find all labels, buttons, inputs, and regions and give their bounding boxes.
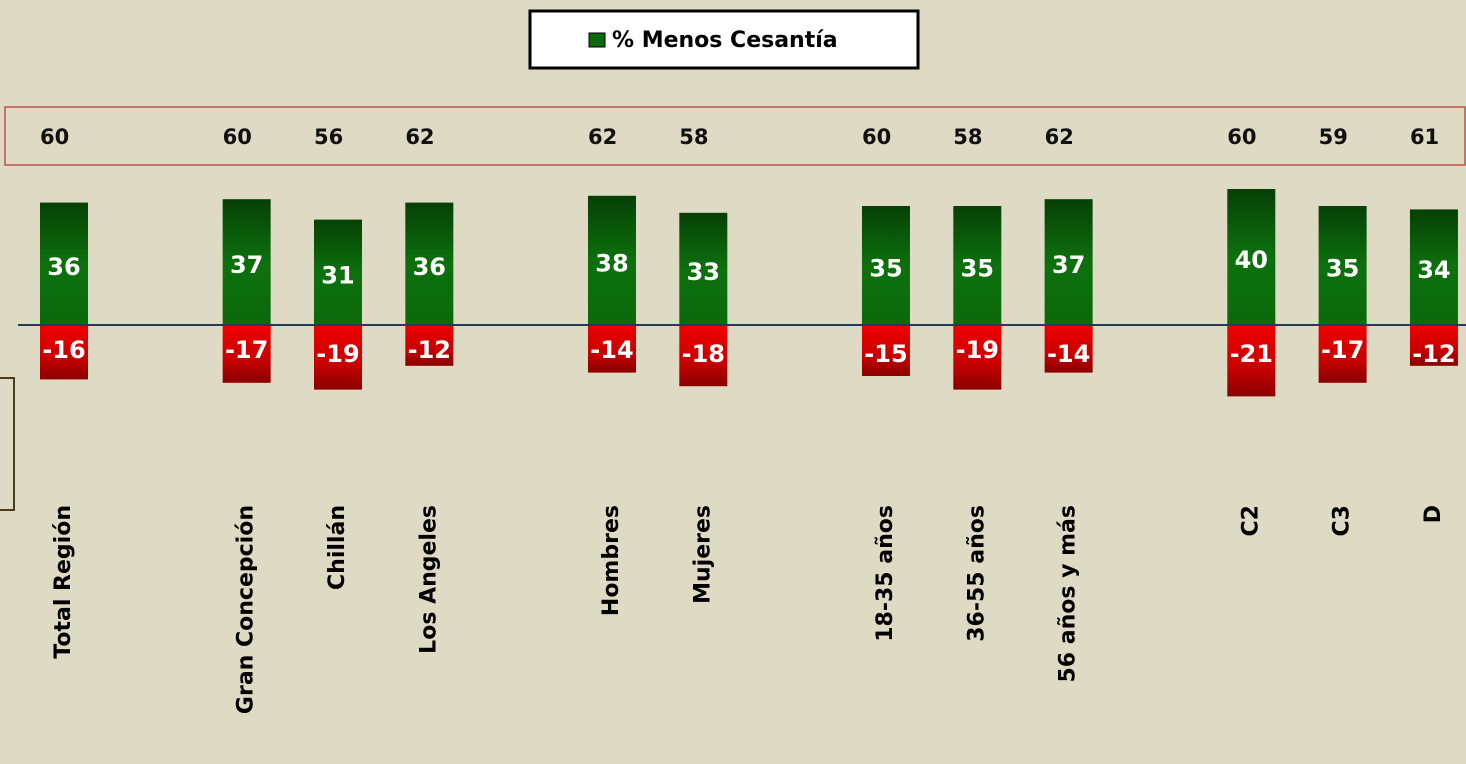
bar: [587, 195, 636, 325]
data-label: 38: [595, 249, 628, 277]
bar: [313, 219, 362, 325]
data-label: -14: [1047, 340, 1090, 368]
bar: [405, 325, 454, 366]
data-label: 35: [1326, 255, 1359, 283]
data-label: 31: [321, 261, 354, 289]
total-label: 56: [314, 125, 343, 149]
total-label: 60: [862, 125, 891, 149]
data-label: 34: [1417, 256, 1450, 284]
data-label: -16: [42, 336, 85, 364]
bar: [1044, 199, 1093, 325]
data-label: 37: [1052, 251, 1085, 279]
total-label: 62: [1045, 125, 1074, 149]
total-label: 62: [405, 125, 434, 149]
data-label: 40: [1235, 246, 1268, 274]
bar: [40, 325, 88, 380]
total-label: 62: [588, 125, 617, 149]
x-tick-label: C3: [1330, 505, 1355, 536]
data-label: 35: [869, 255, 902, 283]
data-label: -21: [1230, 340, 1273, 368]
bar: [1044, 325, 1093, 373]
data-label: 33: [687, 258, 720, 286]
bar: [1318, 206, 1367, 325]
total-label: 61: [1410, 125, 1439, 149]
x-tick-label: Hombres: [599, 505, 624, 616]
x-tick-label: Mujeres: [690, 505, 715, 604]
x-tick-label: C2: [1238, 505, 1263, 536]
x-tick-label: 36-55 años: [964, 505, 989, 642]
data-label: 37: [230, 251, 263, 279]
side-box: [0, 377, 15, 511]
data-label: -19: [316, 340, 359, 368]
x-tick-label: Chillán: [325, 505, 350, 590]
data-label: -12: [408, 336, 451, 364]
x-tick-label: 18-35 años: [873, 505, 898, 642]
bar: [1227, 189, 1276, 325]
data-label: 36: [47, 253, 80, 281]
bar: [222, 199, 271, 325]
bar: [222, 325, 271, 383]
bar: [405, 202, 454, 325]
bar: [313, 325, 362, 390]
bar: [679, 212, 728, 325]
total-label: 58: [679, 125, 708, 149]
data-label: -17: [1321, 336, 1364, 364]
bar: [1227, 325, 1276, 397]
bar: [861, 325, 910, 376]
x-tick-label: Los Angeles: [416, 505, 441, 654]
x-tick-label: Gran Concepción: [234, 505, 259, 714]
total-label: 59: [1319, 125, 1348, 149]
data-label: 35: [961, 255, 994, 283]
bar: [1318, 325, 1367, 383]
bar: [1409, 209, 1458, 325]
data-label: -19: [956, 336, 999, 364]
x-tick-label: 56 años y más: [1056, 505, 1081, 683]
bar: [953, 325, 1002, 390]
data-label: -17: [225, 336, 268, 364]
totals-box: [4, 106, 1466, 166]
data-label: 36: [413, 253, 446, 281]
bar: [1409, 325, 1458, 366]
total-label: 60: [223, 125, 252, 149]
bar: [679, 325, 728, 387]
total-label: 60: [40, 125, 69, 149]
bar: [861, 206, 910, 325]
legend-swatch: [588, 32, 606, 48]
data-label: -14: [590, 336, 633, 364]
bar: [587, 325, 636, 373]
bar: [953, 206, 1002, 325]
legend-label: % Menos Cesantía: [612, 28, 838, 53]
data-label: -12: [1412, 340, 1455, 368]
bar: [40, 202, 88, 325]
total-label: 60: [1227, 125, 1256, 149]
total-label: 58: [953, 125, 982, 149]
x-tick-label: Total Región: [51, 505, 76, 659]
x-tick-label: D: [1421, 505, 1446, 523]
data-label: -18: [682, 340, 725, 368]
data-label: -15: [864, 340, 907, 368]
